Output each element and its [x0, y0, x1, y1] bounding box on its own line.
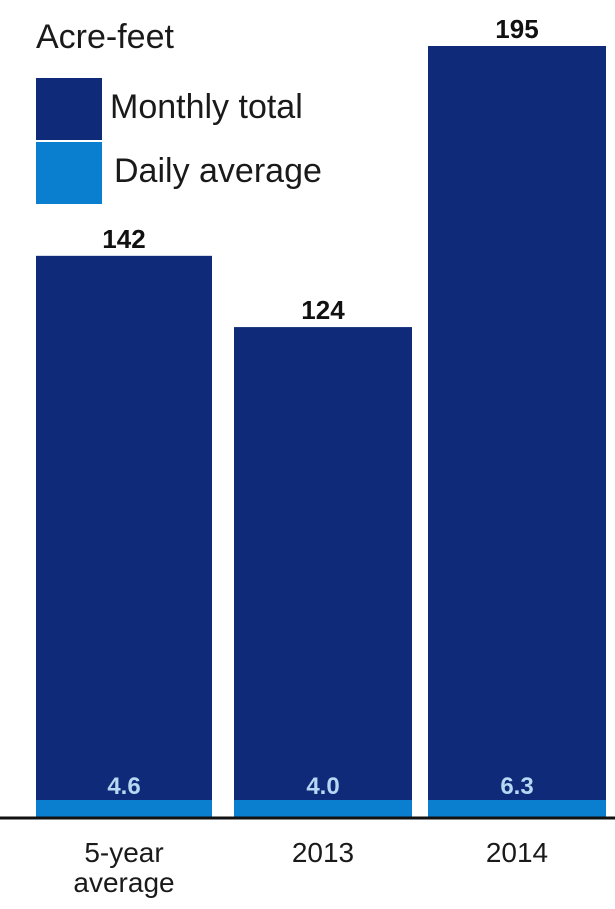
bar-daily-average-5-year-average	[36, 800, 212, 818]
category-label-line: average	[73, 867, 174, 898]
legend: Monthly total Daily average	[36, 78, 322, 204]
category-label-line: 2013	[292, 837, 354, 868]
legend-label-daily-average: Daily average	[114, 152, 322, 190]
bar-daily-average-2013	[234, 800, 412, 818]
value-label-monthly-total-2013: 124	[301, 295, 345, 325]
legend-swatch-daily-average	[36, 142, 102, 204]
bar-monthly-total-2014	[428, 46, 606, 818]
category-label-line: 2014	[486, 837, 548, 868]
category-label-line: 5-year	[84, 837, 163, 868]
legend-label-monthly-total: Monthly total	[110, 88, 303, 126]
labels-group: 142 4.6 5-year average 124 4.0 2013 195 6.3 2014	[73, 14, 548, 898]
category-label-5-year-average: 5-year average	[73, 837, 174, 898]
bar-monthly-total-2013	[234, 327, 412, 818]
value-label-monthly-total-2014: 195	[495, 14, 538, 44]
category-label-2014: 2014	[486, 837, 548, 868]
bar-monthly-total-5-year-average	[36, 255, 212, 819]
legend-swatch-monthly-total	[36, 78, 102, 140]
value-label-monthly-total-5-year-average: 142	[102, 224, 145, 254]
category-label-2013: 2013	[292, 837, 354, 868]
unit-label: Acre-feet	[36, 18, 174, 56]
value-label-daily-average-2014: 6.3	[500, 773, 533, 800]
bar-daily-average-2014	[428, 800, 606, 818]
value-label-daily-average-2013: 4.0	[306, 773, 339, 800]
bars-group	[36, 46, 606, 819]
value-label-daily-average-5-year-average: 4.6	[107, 773, 140, 800]
